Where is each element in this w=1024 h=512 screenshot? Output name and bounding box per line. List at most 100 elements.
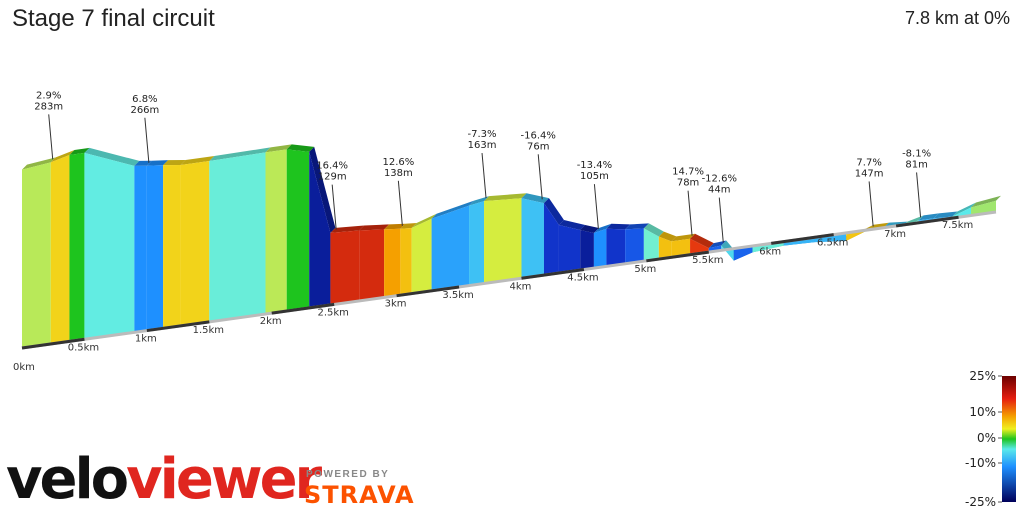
profile-segment [431, 205, 470, 291]
profile-segment [22, 162, 51, 348]
profile-segment [411, 218, 432, 294]
annotation-elevation: 44m [708, 185, 730, 196]
profile-ridge-segment [918, 213, 939, 221]
profile-ridge-segment [163, 160, 186, 166]
annotation-leader [537, 154, 543, 200]
profile-segment [359, 229, 385, 301]
profile-ridge-segment [971, 195, 1001, 208]
profile-ridge-segment [952, 202, 977, 217]
distance-tick-label: 4.5km [567, 273, 598, 284]
distance-tick-label: 3.5km [442, 290, 473, 301]
profile-segment [580, 230, 594, 271]
profile-ridge-segment [309, 146, 336, 233]
powered-by-label: POWERED BY [306, 469, 390, 480]
annotation-elevation: 129m [318, 172, 347, 183]
annotation-gradient: -16.4% [521, 130, 556, 141]
profile-segment [469, 201, 485, 286]
annotation-gradient: 7.7% [856, 157, 881, 168]
profile-segment [69, 152, 85, 342]
profile-ridge-segment [708, 240, 727, 249]
profile-ridge-segment [933, 211, 958, 219]
ground-dash [146, 320, 210, 333]
profile-segment [163, 165, 181, 329]
legend-color-bar [1002, 376, 1016, 502]
profile-ridge-segment [690, 233, 714, 249]
distance-tick-label: 1km [135, 334, 157, 345]
profile-ridge-segment [469, 196, 490, 206]
annotation-gradient: -12.6% [702, 174, 737, 185]
distance-tick-labels: 0km 0.5km 1km 1.5km 2km 2.5km 3km 3.5km 4km 4.5km… [13, 220, 973, 373]
profile-segment [521, 198, 544, 279]
profile-segment [146, 165, 164, 331]
gradient-color-legend: 25% 10% 0% -10% -25% [965, 369, 1016, 509]
distance-tick-label: 4km [510, 281, 532, 292]
profile-ridge-segment [431, 200, 475, 219]
ground-dash [396, 285, 460, 298]
profile-fills [22, 144, 1001, 348]
legend-tick-label: 10% [969, 405, 996, 419]
logo-viewer: viewer [126, 447, 322, 512]
distance-tick-label: 7.5km [942, 220, 973, 231]
legend-ticks: 25% 10% 0% -10% -25% [965, 369, 1002, 509]
profile-ridge-segment [593, 223, 612, 233]
profile-segment [134, 165, 147, 333]
profile-ridge-segment [484, 193, 527, 202]
annotation-gradient: -7.3% [468, 129, 497, 140]
profile-ridge-segment [146, 160, 169, 166]
profile-ridge-segment [330, 225, 365, 233]
annotation-elevation: 283m [34, 101, 63, 112]
profile-ridge-segment [50, 149, 75, 163]
annotation-leader [687, 190, 693, 236]
distance-tick-label: 5.5km [692, 255, 723, 266]
annotation-leader [916, 172, 922, 218]
annotation-gradient: -13.4% [577, 160, 612, 171]
annotation-leader [331, 184, 337, 230]
distance-tick-label: 3km [385, 299, 407, 310]
distance-tick-label: 7km [884, 229, 906, 240]
profile-segment [484, 198, 522, 284]
ground-dash [521, 268, 585, 280]
profile-segment [84, 152, 135, 340]
annotation-elevation: 138m [384, 168, 413, 179]
distance-tick-label: 6.5km [817, 238, 848, 249]
distance-tick-label: 0km [13, 362, 35, 373]
annotation-elevation: 81m [905, 159, 927, 170]
distance-tick-label: 1.5km [193, 325, 224, 336]
distance-axis [21, 210, 997, 350]
profile-segment [309, 151, 331, 308]
profile-segment [671, 238, 691, 258]
annotation-gradient: 12.6% [382, 157, 414, 168]
annotation-elevation: 105m [580, 171, 609, 182]
profile-segment [558, 225, 581, 274]
route-summary: 7.8 km at 0% [904, 8, 1010, 28]
profile-ridge-segment [134, 160, 152, 166]
annotation-leader [593, 184, 599, 230]
profile-ridge-segment [606, 223, 631, 230]
profile-segment [330, 230, 360, 305]
profile-ridge-segment [625, 223, 649, 230]
profile-ridge-segment [22, 157, 56, 170]
profile-ridge-segment [84, 147, 140, 166]
profile-segment [286, 149, 310, 312]
profile-ridge-segment [69, 147, 90, 155]
ground-dash [771, 233, 834, 245]
annotation-leader [48, 114, 54, 160]
profile-ridge-segment [400, 223, 417, 229]
profile-ridge-segment [580, 225, 599, 233]
strava-logo: STRAVA [304, 481, 415, 509]
distance-tick-label: 6km [759, 246, 781, 257]
ground-dash [21, 337, 85, 350]
profile-ridge-segment [558, 220, 586, 231]
logo-velo: velo [6, 447, 129, 512]
profile-ridge-segment [658, 231, 677, 242]
ground-dash [895, 215, 959, 228]
annotation-elevation: 163m [468, 140, 497, 151]
profile-ridge-segment [543, 198, 564, 226]
annotation-gradient: 6.8% [132, 94, 157, 105]
profile-segment [400, 228, 412, 296]
ground-dash [271, 302, 335, 315]
annotation-leader [144, 117, 150, 163]
legend-tick-label: 0% [977, 431, 996, 445]
profile-ridge-segment [180, 156, 215, 166]
profile-ridge-segment [286, 144, 315, 152]
